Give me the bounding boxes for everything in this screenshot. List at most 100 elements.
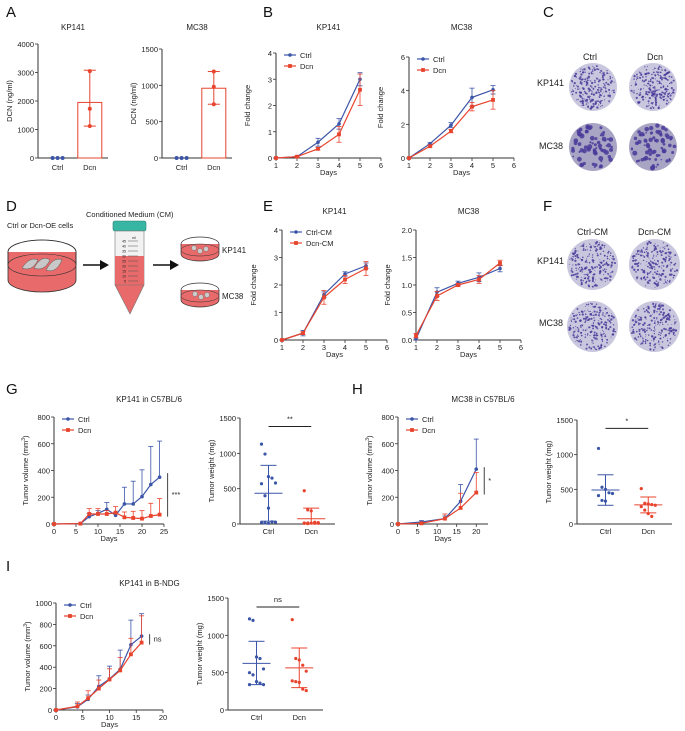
colony [576,253,579,257]
colony [603,270,605,272]
y-tick-label: 0 [48,706,52,715]
colony [638,316,640,318]
colony [605,271,607,273]
series-dcn-cm [280,261,369,342]
y-tick-label: 4 [268,49,272,58]
colony [664,252,667,255]
colony [646,242,649,245]
colony [589,246,592,249]
colony [591,341,593,343]
colony [634,83,638,86]
colony [593,310,596,313]
y-tick-label: 3 [268,75,272,84]
colony [655,95,658,98]
colony [571,252,575,255]
colony [594,79,596,82]
colony [674,262,677,265]
data-point [449,123,453,127]
data-point [596,493,601,498]
colony [574,75,576,77]
colony [650,329,653,331]
colony [572,273,575,276]
colony [584,281,587,284]
colony [580,331,582,334]
colony [590,348,592,350]
legend-label: Ctrl [300,51,312,60]
colony [594,242,596,244]
colony [645,334,647,336]
chart-title: KP141 in C57BL/6 [116,395,182,404]
colony [592,314,595,317]
colony [640,343,642,345]
colony [599,126,603,130]
colony [591,91,593,93]
colony [610,336,612,338]
colony [572,155,575,158]
colony [674,319,676,321]
colony [586,328,588,330]
colony [630,89,633,92]
legend-marker [421,57,425,61]
x-tick-label: 1 [407,161,411,170]
data-point [304,669,308,673]
colony [653,327,655,329]
data-point [259,482,264,486]
colony [584,313,587,316]
y-tick-label: 1.5 [402,254,412,263]
colony [646,66,648,68]
panel-f-col-dcn-cm: Dcn-CM [638,227,671,237]
colony [583,90,586,93]
colony [590,80,592,82]
scatter-chart-i2: 0 500 1000 1500 Tumor weight (mg) Ctrl Dcn ns [195,594,323,722]
colony [589,313,592,316]
data-point [55,156,60,160]
colony [573,336,576,339]
colony [665,98,667,100]
colony [649,343,651,345]
colony [651,268,654,270]
colony [603,323,605,326]
colony [610,272,612,274]
colony [640,278,642,280]
colony [643,84,645,86]
colony [669,98,672,101]
colony [663,258,666,261]
y-tick-label: 1000 [35,599,52,608]
colony [569,324,572,327]
legend-label: Dcn [433,66,446,75]
colony [578,77,582,80]
colony [652,71,655,74]
colony [607,279,608,281]
x-tick-label: 5 [498,343,502,352]
panel-c-row-mc38: MC38 [539,141,564,151]
colony [592,102,595,105]
colony [660,83,663,85]
colony [579,263,581,266]
colony [649,107,652,110]
colony [575,326,577,328]
colony [603,83,605,85]
colony [598,267,601,270]
data-point [266,521,271,525]
panel-letter-a: A [6,4,17,21]
colony [570,320,573,323]
colony [646,339,649,342]
colony [672,274,675,277]
colony [643,80,646,83]
y-tick-label: 0.5 [402,309,412,318]
colony [660,72,662,74]
x-tick-label: 25 [160,527,168,536]
colony [592,105,595,108]
colony [579,344,582,346]
colony [653,254,655,256]
colony [571,270,573,272]
culture-dish-icon [7,239,77,293]
colony [661,313,665,316]
colony [589,85,592,87]
colony [654,336,657,338]
colony [644,342,647,345]
colony [664,320,667,323]
y-axis-label: Tumor weight (mg) [207,439,216,502]
colony [640,89,641,91]
colony [639,91,642,94]
